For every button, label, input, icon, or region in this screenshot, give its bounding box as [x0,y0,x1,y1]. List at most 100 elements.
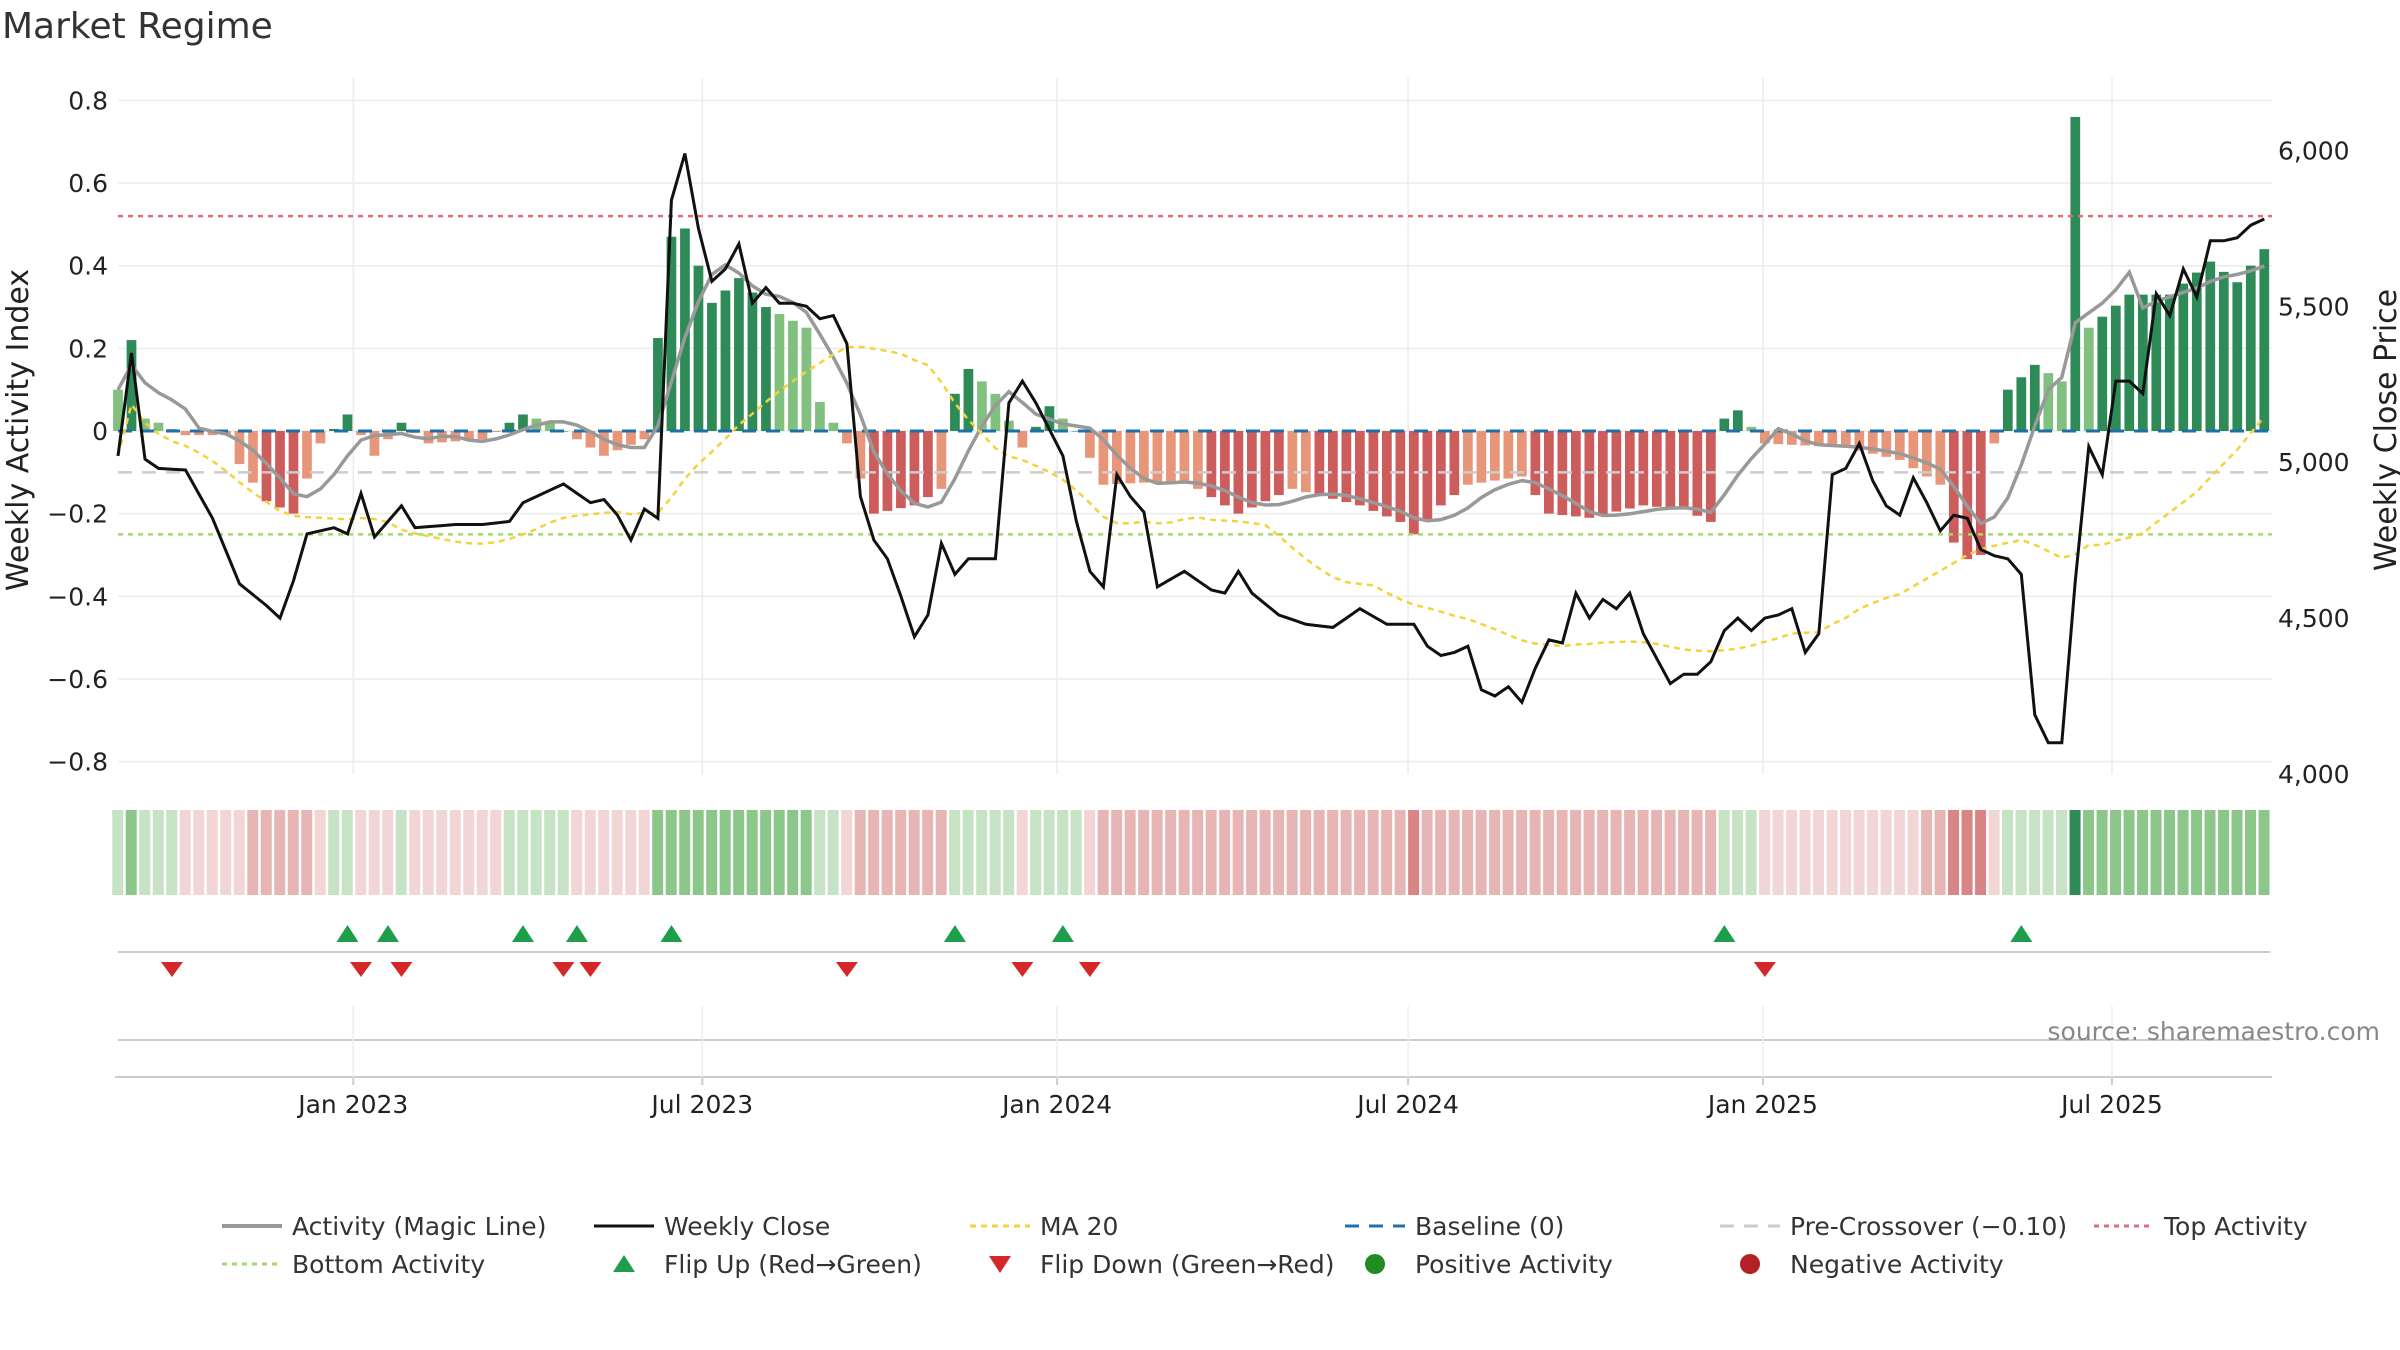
flip-up-marker [336,925,359,942]
activity-bar [639,431,650,440]
regime-cell [1246,810,1258,895]
legend-item: Flip Down (Green→Red) [989,1250,1335,1279]
regime-cell [760,810,772,895]
legend-item: Top Activity [2094,1212,2308,1241]
activity-bar [1719,418,1730,431]
activity-bar [1341,431,1352,503]
activity-bar [126,340,137,431]
regime-cell [1961,810,1973,895]
activity-bar [1678,431,1689,510]
regime-cell [1030,810,1042,895]
regime-cell [1853,810,1865,895]
regime-cell [1313,810,1325,895]
y-tick-label: −0.8 [47,748,108,777]
regime-cell [422,810,434,895]
activity-bar [1732,410,1743,431]
flip-down-marker [1011,962,1034,977]
regime-cell [638,810,650,895]
activity-bar [545,422,555,431]
regime-cell [935,810,947,895]
activity-bar [1962,431,1973,560]
regime-cell [1232,810,1244,895]
regime-cell [1124,810,1136,895]
regime-cell [1165,810,1177,895]
weekly-close-line [116,153,2265,745]
legend-label: Baseline (0) [1415,1212,1564,1241]
regime-cell [517,810,529,895]
activity-bar [707,302,717,431]
regime-cell [1975,810,1987,895]
activity-bar [2218,271,2229,431]
activity-bar [2191,272,2202,431]
regime-cell [1070,810,1082,895]
regime-cell [598,810,610,895]
legend-item: Activity (Magic Line) [222,1212,546,1241]
flip-down-marker [1753,962,1776,977]
activity-bar [329,428,339,431]
regime-cell [1475,810,1487,895]
activity-bar [1597,431,1608,515]
regime-cell [827,810,839,895]
regime-cell [773,810,785,895]
regime-cell [679,810,691,895]
activity-bar [1436,431,1446,506]
activity-bar [464,431,474,441]
activity-bar [2232,282,2243,431]
y-tick-label: −0.4 [47,582,108,611]
activity-bar [734,278,744,431]
regime-cell [557,810,569,895]
activity-bar [2029,364,2040,431]
legend-label: Negative Activity [1790,1250,2004,1279]
y2-tick-label: 4,000 [2278,760,2350,789]
flip-down-marker [390,962,413,977]
activity-bar [1355,431,1365,506]
legend-swatch [1740,1254,1760,1274]
regime-cell [922,810,934,895]
regime-cell [719,810,731,895]
activity-bar [1422,431,1433,520]
regime-cell [436,810,448,895]
activity-bar [761,307,771,431]
activity-bar [1247,431,1257,508]
flip-down-marker [835,962,858,977]
legend-label: Flip Up (Red→Green) [664,1250,922,1279]
regime-cell [2137,810,2149,895]
activity-bar [315,431,326,444]
regime-cell [2177,810,2189,895]
activity-bar [1301,431,1311,493]
activity-bar [113,389,123,431]
activity-bar [1287,431,1298,489]
regime-cell [706,810,718,895]
activity-bar [1530,431,1541,496]
activity-bar [356,431,366,436]
activity-bar [1139,431,1149,483]
regime-cell [2150,810,2162,895]
activity-bar [1260,431,1271,502]
activity-bar [248,431,258,483]
regime-strip [112,810,2270,895]
activity-bar [1193,431,1203,489]
activity-bar [153,422,164,431]
regime-cell [463,810,475,895]
legend: Activity (Magic Line) Weekly Close MA 20 Ba… [222,1212,2308,1279]
regime-cell [2096,810,2108,895]
regime-cell [625,810,637,895]
y-tick-label: 0 [92,417,108,446]
regime-cell [652,810,664,895]
activity-bar [1395,431,1406,522]
x-tick-label: Jan 2024 [1000,1090,1112,1119]
regime-cell [949,810,961,895]
y2-tick-label: 6,000 [2278,136,2350,165]
activity-bar [923,431,933,498]
regime-cell [2069,810,2081,895]
regime-cell [2258,810,2270,895]
activity-bar [1543,431,1554,514]
source-text: source: sharemaestro.com [2048,1017,2381,1046]
activity-bar [1881,431,1892,457]
regime-cell [1759,810,1771,895]
activity-bar [1746,426,1757,431]
y2-tick-label: 5,500 [2278,292,2350,321]
regime-cell [571,810,583,895]
regime-cell [692,810,704,895]
regime-cell [1691,810,1703,895]
